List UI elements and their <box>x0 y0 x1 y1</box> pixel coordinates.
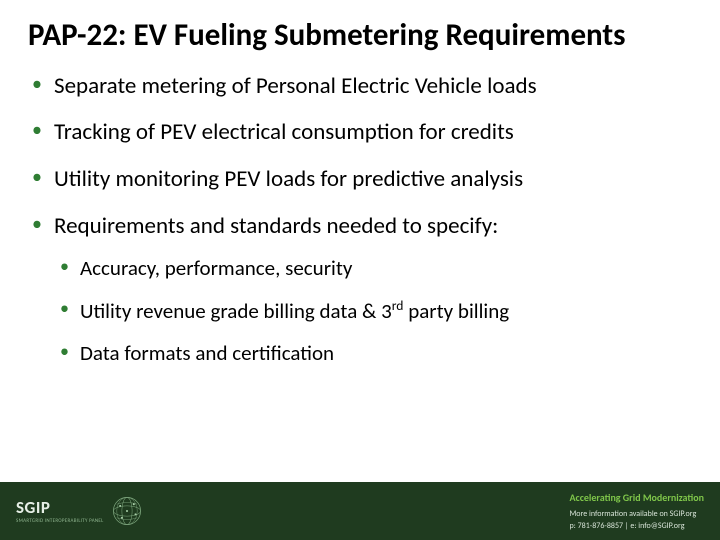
list-item-text: Accuracy, performance, security <box>80 255 352 281</box>
list-item: Data formats and certification <box>54 340 692 366</box>
list-item: Accuracy, performance, security <box>54 255 692 281</box>
slide: PAP-22: EV Fueling Submetering Requireme… <box>0 0 720 540</box>
list-item: Tracking of PEV electrical consumption f… <box>28 118 692 147</box>
list-item: Separate metering of Personal Electric V… <box>28 72 692 101</box>
footer-tagline: Accelerating Grid Modernization <box>569 491 704 504</box>
list-item-text: Utility monitoring PEV loads for predict… <box>54 165 523 193</box>
bullet-list-level1: Separate metering of Personal Electric V… <box>28 72 692 367</box>
list-item-text: Tracking of PEV electrical consumption f… <box>54 118 514 146</box>
list-item: Requirements and standards needed to spe… <box>28 212 692 367</box>
footer-info-line: More information available on SGIP.org <box>569 508 704 520</box>
slide-title: PAP-22: EV Fueling Submetering Requireme… <box>0 0 720 64</box>
logo-text: SGIP <box>16 499 104 516</box>
logo-subtext: SMARTGRID INTEROPERABILITY PANEL <box>16 518 104 524</box>
list-item-text: Separate metering of Personal Electric V… <box>54 72 537 100</box>
list-item-text: Requirements and standards needed to spe… <box>54 212 498 240</box>
list-item-text: Data formats and certification <box>80 340 334 366</box>
logo: SGIP SMARTGRID INTEROPERABILITY PANEL <box>16 494 144 528</box>
slide-content: Separate metering of Personal Electric V… <box>0 64 720 540</box>
list-item: Utility revenue grade billing data & 3rd… <box>54 297 692 324</box>
list-item-text: Utility revenue grade billing data & 3rd… <box>80 298 509 324</box>
list-item: Utility monitoring PEV loads for predict… <box>28 165 692 194</box>
bullet-list-level2: Accuracy, performance, security Utility … <box>54 255 692 367</box>
globe-icon <box>110 494 144 528</box>
footer-info-line: p: 781-876-8857 | e: info@SGIP.org <box>569 520 704 532</box>
footer-bar: SGIP SMARTGRID INTEROPERABILITY PANEL Ac… <box>0 482 720 540</box>
footer-info: Accelerating Grid Modernization More inf… <box>569 491 704 532</box>
logo-text-block: SGIP SMARTGRID INTEROPERABILITY PANEL <box>16 499 104 524</box>
